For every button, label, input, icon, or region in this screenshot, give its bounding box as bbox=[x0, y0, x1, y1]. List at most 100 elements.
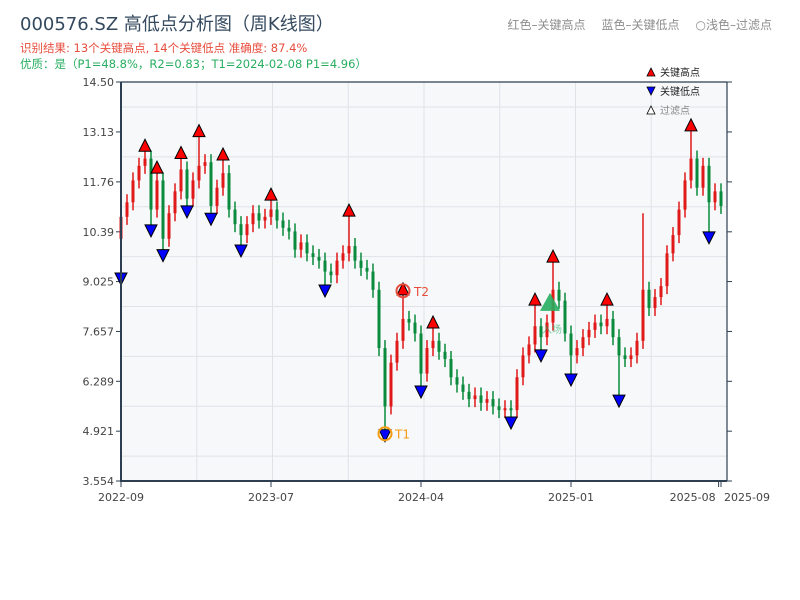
color-notes: 红色–关键高点 蓝色–关键低点 ○浅色–过滤点 bbox=[507, 18, 772, 33]
candle-body bbox=[605, 318, 609, 327]
candle-body bbox=[365, 267, 369, 272]
candle-body bbox=[437, 340, 441, 352]
candle-body bbox=[221, 173, 225, 188]
candle-body bbox=[587, 329, 591, 338]
candle-body bbox=[557, 289, 561, 301]
key-high-marker bbox=[216, 146, 230, 161]
candle-body bbox=[167, 213, 171, 239]
candle-body bbox=[215, 187, 219, 206]
legend-marker-triangle-up bbox=[646, 67, 656, 77]
candle-body bbox=[407, 318, 411, 323]
candle-body bbox=[155, 180, 159, 210]
candle-body bbox=[503, 408, 507, 411]
candle-body bbox=[659, 286, 663, 298]
note-red-highs: 红色–关键高点 bbox=[507, 18, 586, 32]
candle-body bbox=[515, 377, 519, 411]
y-tick-label: 6.289 bbox=[83, 375, 115, 388]
candle-body bbox=[149, 158, 153, 210]
y-tick-label: 3.554 bbox=[83, 475, 115, 488]
x-tick-label: 2025-08 bbox=[670, 491, 716, 504]
candle-body bbox=[593, 322, 597, 330]
candle-body bbox=[179, 169, 183, 192]
candle-body bbox=[383, 348, 387, 407]
key-high-marker bbox=[150, 160, 164, 174]
quality-summary: 优质：是（P1=48.8%，R2=0.83；T1=2024-02-08 P1=4… bbox=[20, 57, 367, 71]
legend-label: 关键高点 bbox=[660, 66, 700, 79]
key-high-marker bbox=[174, 145, 188, 160]
candle-body bbox=[683, 180, 687, 210]
candle-body bbox=[131, 180, 135, 203]
candle-body bbox=[521, 355, 525, 378]
candle-body bbox=[263, 216, 267, 221]
candle-body bbox=[647, 289, 651, 309]
candle-body bbox=[257, 213, 261, 221]
candle-body bbox=[317, 256, 321, 261]
candle-body bbox=[161, 180, 165, 239]
candle-body bbox=[323, 260, 327, 272]
candle-body bbox=[329, 271, 333, 276]
candle-body bbox=[479, 395, 483, 403]
candle-body bbox=[281, 220, 285, 228]
y-tick-label: 7.657 bbox=[83, 325, 115, 338]
candle-body bbox=[653, 297, 657, 309]
y-tick-label: 11.76 bbox=[83, 176, 115, 189]
candle-body bbox=[419, 333, 423, 374]
y-tick-label: 10.39 bbox=[83, 226, 115, 239]
candle-body bbox=[413, 322, 417, 334]
candle-body bbox=[191, 180, 195, 199]
candle-body bbox=[617, 337, 621, 356]
key-high-marker bbox=[528, 291, 542, 306]
key-low-marker bbox=[414, 385, 428, 400]
chart-title: 000576.SZ 高低点分析图（周K线图） bbox=[20, 14, 334, 35]
key-low-marker bbox=[180, 205, 194, 220]
candle-body bbox=[335, 260, 339, 276]
candle-body bbox=[395, 340, 399, 363]
t2-circle bbox=[395, 283, 411, 299]
candle-body bbox=[305, 242, 309, 254]
candle-body bbox=[137, 165, 141, 181]
candle-body bbox=[227, 173, 231, 210]
candle-body bbox=[203, 162, 207, 166]
candle-body bbox=[245, 224, 249, 236]
note-filtered: ○浅色–过滤点 bbox=[695, 18, 772, 32]
y-tick-label: 14.50 bbox=[83, 76, 115, 89]
candle-body bbox=[173, 191, 177, 214]
candle-body bbox=[527, 344, 531, 356]
key-low-marker bbox=[204, 212, 218, 227]
candle-body bbox=[455, 377, 459, 385]
legend-marker-triangle-up-hollow bbox=[646, 105, 656, 115]
key-low-marker bbox=[702, 231, 716, 245]
candle-body bbox=[371, 271, 375, 290]
legend-label: 关键低点 bbox=[660, 85, 700, 98]
key-low-marker bbox=[534, 349, 548, 364]
legend-label: 过滤点 bbox=[660, 104, 690, 117]
candle-body bbox=[689, 158, 693, 181]
candle-body bbox=[389, 362, 393, 407]
candle-body bbox=[299, 242, 303, 250]
key-high-marker bbox=[546, 248, 560, 263]
result-summary: 识别结果: 13个关键高点, 14个关键低点 准确度: 87.4% bbox=[20, 41, 308, 55]
x-tick-label: 2025-09 bbox=[724, 491, 770, 504]
legend-marker-triangle-down bbox=[646, 86, 656, 96]
candle-body bbox=[473, 395, 477, 400]
x-tick-label: 2025-01 bbox=[548, 491, 594, 504]
candle-body bbox=[377, 289, 381, 349]
candle-body bbox=[569, 333, 573, 356]
candle-body bbox=[533, 326, 537, 345]
candle-body bbox=[539, 326, 543, 338]
key-low-marker bbox=[504, 416, 518, 431]
candle-body bbox=[341, 253, 345, 261]
key-high-marker bbox=[192, 123, 206, 138]
candle-body bbox=[707, 165, 711, 203]
candle-body bbox=[401, 318, 405, 341]
t1-label: T1 bbox=[394, 428, 410, 442]
candle-body bbox=[695, 158, 699, 188]
candle-body bbox=[449, 359, 453, 378]
candle-body bbox=[563, 300, 567, 334]
x-tick-label: 2022-09 bbox=[98, 491, 144, 504]
key-low-marker bbox=[156, 249, 170, 263]
candle-body bbox=[581, 337, 585, 349]
candle-body bbox=[269, 209, 273, 217]
candle-body bbox=[611, 318, 615, 338]
